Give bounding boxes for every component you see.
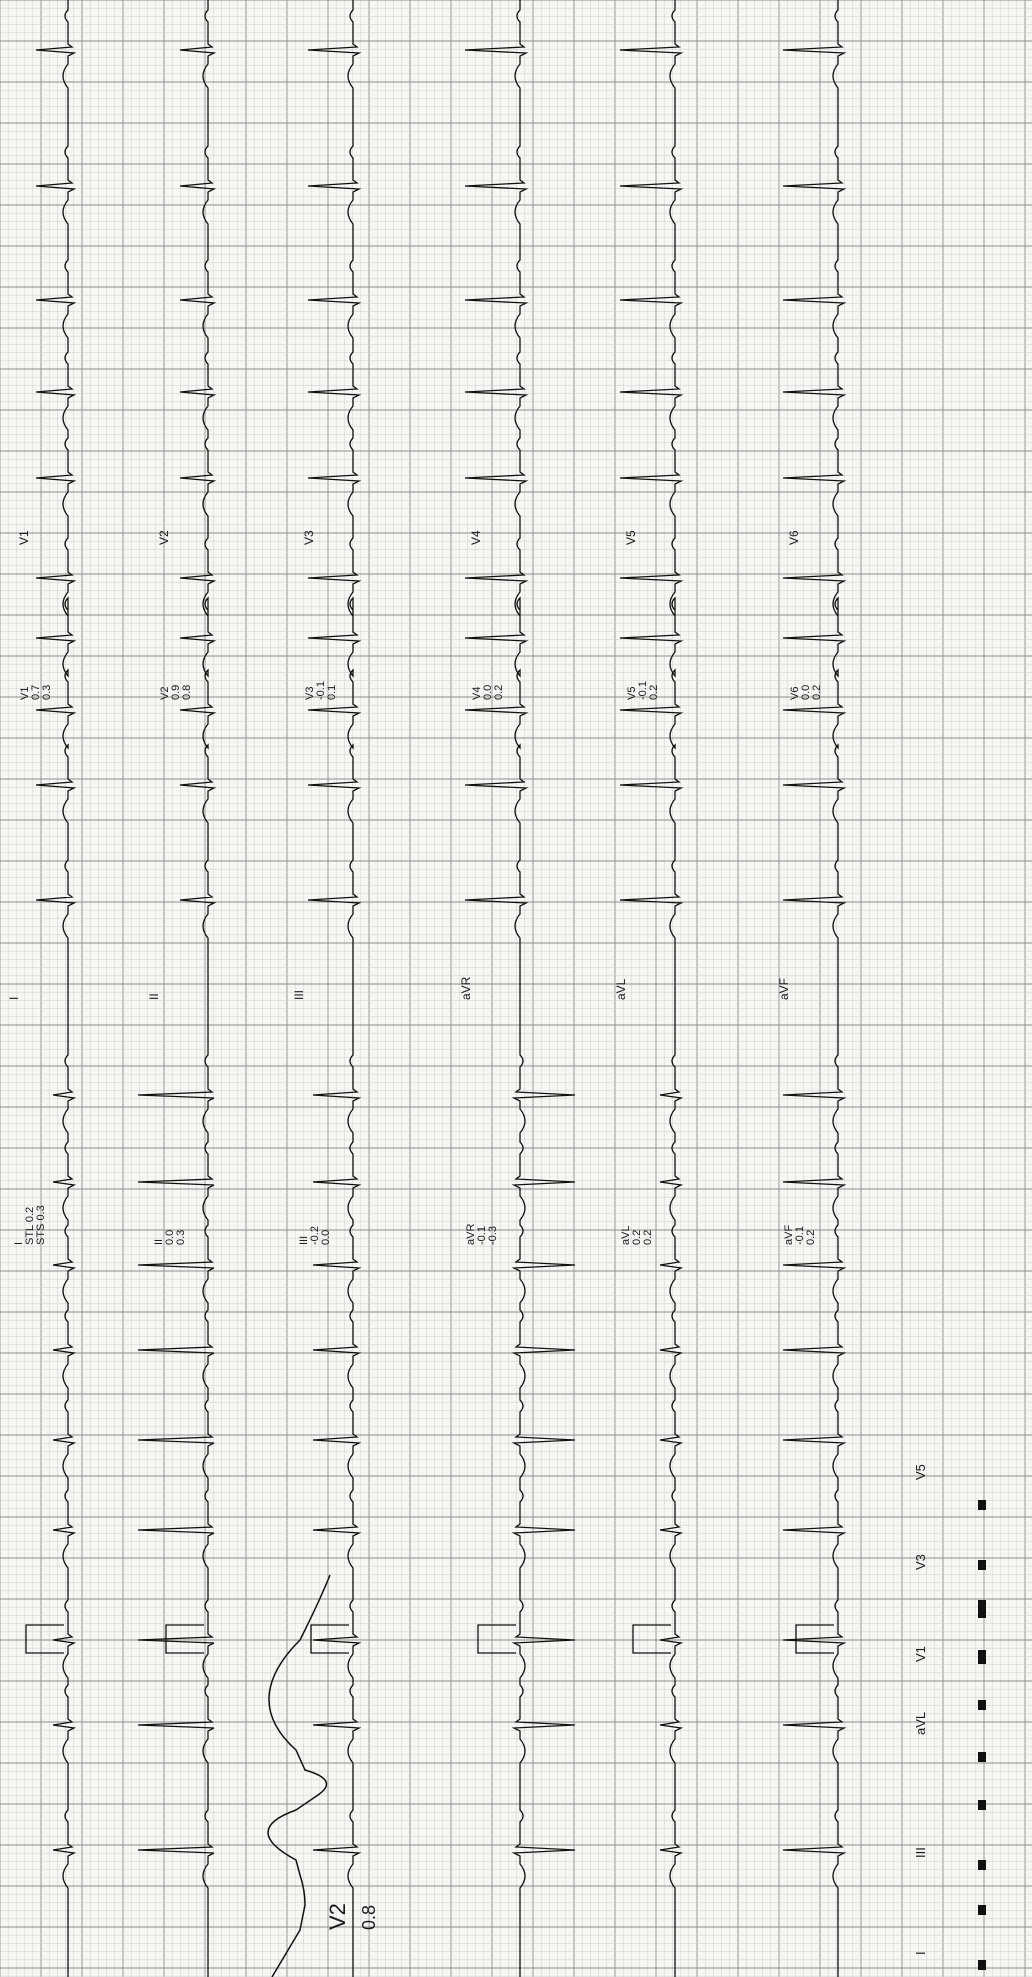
lead-value: 0.2 [493,685,505,700]
lead-value: STS 0.3 [35,1205,47,1245]
lead-value: -0.1 [315,681,327,700]
bottom-lead-label: III [913,1847,928,1858]
lead-value: aVR [465,1224,477,1245]
calibration-i [25,1624,64,1654]
limb-lead-label: III [292,990,306,1000]
right-lead-label: V2 [157,530,171,545]
lead-value: V6 [789,687,801,700]
trace-zoom-v2 [267,1574,331,1977]
trace-v3 [307,0,362,985]
right-lead-label: V6 [787,530,801,545]
lead-value: V5 [626,687,638,700]
zoom-lead-label: V2 [325,1903,350,1930]
limb-lead-label: I [7,997,21,1000]
limb-lead-label: aVL [614,978,628,1000]
lead-value: -0.1 [794,1226,806,1245]
lead-value: -0.1 [637,681,649,700]
calibration-ii [165,1624,204,1654]
right-lead-label: V1 [17,530,31,545]
lead-value: -0.2 [309,1226,321,1245]
calibration-avf [795,1624,834,1654]
lead-value: -0.3 [487,1226,499,1245]
lead-value: STL 0.2 [24,1207,36,1245]
lead-value: 0.0 [482,685,494,700]
trace-avf [782,985,847,1977]
lead-value: V2 [159,687,171,700]
zoom-value: 0.8 [359,1905,379,1930]
lead-value: I [13,1242,25,1245]
bottom-lead-label: V5 [913,1464,928,1480]
trace-v4 [464,0,529,985]
marker-block [978,1905,986,1915]
lead-value: 0.1 [326,685,338,700]
bottom-lead-label: aVL [913,1712,928,1735]
limb-lead-label: aVR [459,976,473,1000]
marker-block [978,1650,986,1664]
marker-block [978,1560,986,1570]
calibration-avr [477,1624,516,1654]
lead-value: III [298,1236,310,1245]
lead-value: V1 [19,687,31,700]
calibration-avl [632,1624,671,1654]
limb-lead-label: aVF [777,978,791,1000]
trace-ii [137,985,215,1977]
right-lead-label: V3 [302,530,316,545]
trace-avr [511,985,576,1977]
lead-value: 0.7 [30,685,42,700]
trace-avl [659,985,684,1977]
lead-value: 0.3 [175,1230,187,1245]
calibration-iii [310,1624,349,1654]
right-lead-label: V5 [624,530,638,545]
lead-value: 0.2 [805,1230,817,1245]
lead-value: 0.2 [811,685,823,700]
lead-value: 0.8 [181,685,193,700]
marker-block [978,1752,986,1762]
lead-value: 0.2 [648,685,660,700]
trace-v2 [179,0,217,985]
marker-block [978,1500,986,1510]
bottom-lead-label: I [913,1951,928,1955]
marker-block [978,1800,986,1810]
lead-value: II [153,1239,165,1245]
lead-value: 0.2 [642,1230,654,1245]
lead-value: 0.3 [41,685,53,700]
lead-value: -0.1 [476,1226,488,1245]
lead-value: 0.0 [164,1230,176,1245]
marker-block [978,1960,986,1970]
lead-value: aVL [620,1225,632,1245]
trace-v1 [35,0,77,985]
marker-block [978,1600,986,1618]
lead-value: 0.9 [170,685,182,700]
marker-block [978,1700,986,1710]
bottom-lead-label: V3 [913,1554,928,1570]
lead-value: V3 [304,687,316,700]
right-lead-label: V4 [469,530,483,545]
limb-lead-label: II [147,993,161,1000]
marker-block [978,1860,986,1870]
bottom-lead-label: V1 [913,1646,928,1662]
trace-v5 [619,0,684,985]
lead-value: 0.2 [631,1230,643,1245]
trace-v6 [782,0,847,985]
lead-value: 0.0 [320,1230,332,1245]
trace-iii [312,985,362,1977]
lead-value: 0.0 [800,685,812,700]
lead-value: V4 [471,687,483,700]
trace-i [52,985,77,1977]
ecg-traces [25,0,986,1977]
lead-value: aVF [783,1225,795,1245]
